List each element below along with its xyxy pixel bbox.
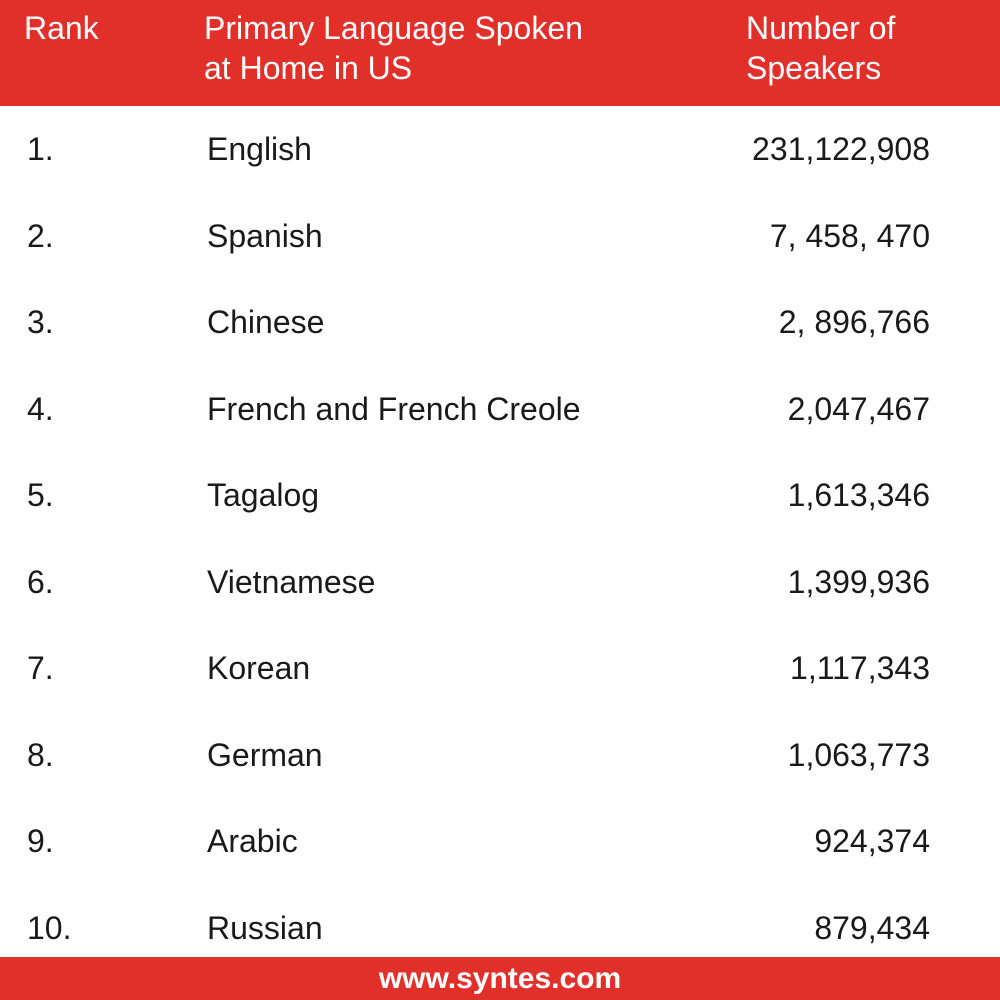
table-row: 1. English 231,122,908 — [0, 106, 1000, 193]
rank-cell: 1. — [27, 131, 54, 167]
table-row: 4. French and French Creole 2,047,467 — [0, 366, 1000, 453]
table-row: 3. Chinese 2, 896,766 — [0, 279, 1000, 366]
table-row: 2. Spanish 7, 458, 470 — [0, 193, 1000, 280]
speakers-column-header: Number of Speakers — [746, 10, 896, 86]
website-link[interactable]: www.syntes.com — [378, 962, 622, 995]
table-row: 5. Tagalog 1,613,346 — [0, 452, 1000, 539]
rank-cell: 8. — [27, 736, 54, 773]
language-cell: Russian — [207, 909, 323, 946]
rank-cell: 7. — [27, 650, 54, 686]
table-header: Rank Primary Language Spoken at Home in … — [0, 0, 1000, 106]
rank-column-header: Rank — [24, 10, 99, 46]
footer-banner: www.syntes.com — [0, 957, 1000, 1000]
speakers-cell: 231,122,908 — [752, 131, 930, 167]
speakers-cell: 2, 896,766 — [778, 304, 930, 340]
language-cell: Korean — [207, 650, 311, 686]
language-cell: French and French Creole — [207, 390, 581, 427]
speakers-cell: 1,117,343 — [790, 650, 930, 686]
language-column-header: Primary Language Spoken at Home in US — [204, 10, 583, 86]
rank-cell: 9. — [27, 823, 54, 859]
table-row: 7. Korean 1,117,343 — [0, 625, 1000, 712]
speakers-cell: 2,047,467 — [787, 390, 930, 427]
speakers-cell: 1,399,936 — [787, 563, 930, 600]
rank-cell: 10. — [27, 909, 72, 946]
rank-cell: 6. — [27, 563, 54, 600]
speakers-cell: 1,613,346 — [787, 477, 930, 513]
language-cell: Chinese — [207, 304, 325, 340]
rank-cell: 4. — [27, 390, 54, 427]
language-cell: German — [207, 736, 323, 773]
table-row: 9. Arabic 924,374 — [0, 798, 1000, 885]
table-row: 10. Russian 879,434 — [0, 885, 1000, 972]
language-cell: Spanish — [207, 217, 323, 254]
rank-cell: 3. — [27, 304, 54, 340]
rank-cell: 5. — [27, 477, 54, 513]
speakers-cell: 924,374 — [814, 823, 930, 859]
table-row: 6. Vietnamese 1,399,936 — [0, 539, 1000, 626]
speakers-cell: 1,063,773 — [787, 736, 930, 773]
language-cell: Vietnamese — [207, 563, 376, 600]
speakers-cell: 879,434 — [814, 909, 930, 946]
language-cell: Tagalog — [207, 477, 320, 513]
speakers-cell: 7, 458, 470 — [769, 217, 930, 254]
table-row: 8. German 1,063,773 — [0, 712, 1000, 799]
rank-cell: 2. — [27, 217, 54, 254]
language-cell: English — [207, 131, 312, 167]
language-cell: Arabic — [207, 823, 298, 859]
